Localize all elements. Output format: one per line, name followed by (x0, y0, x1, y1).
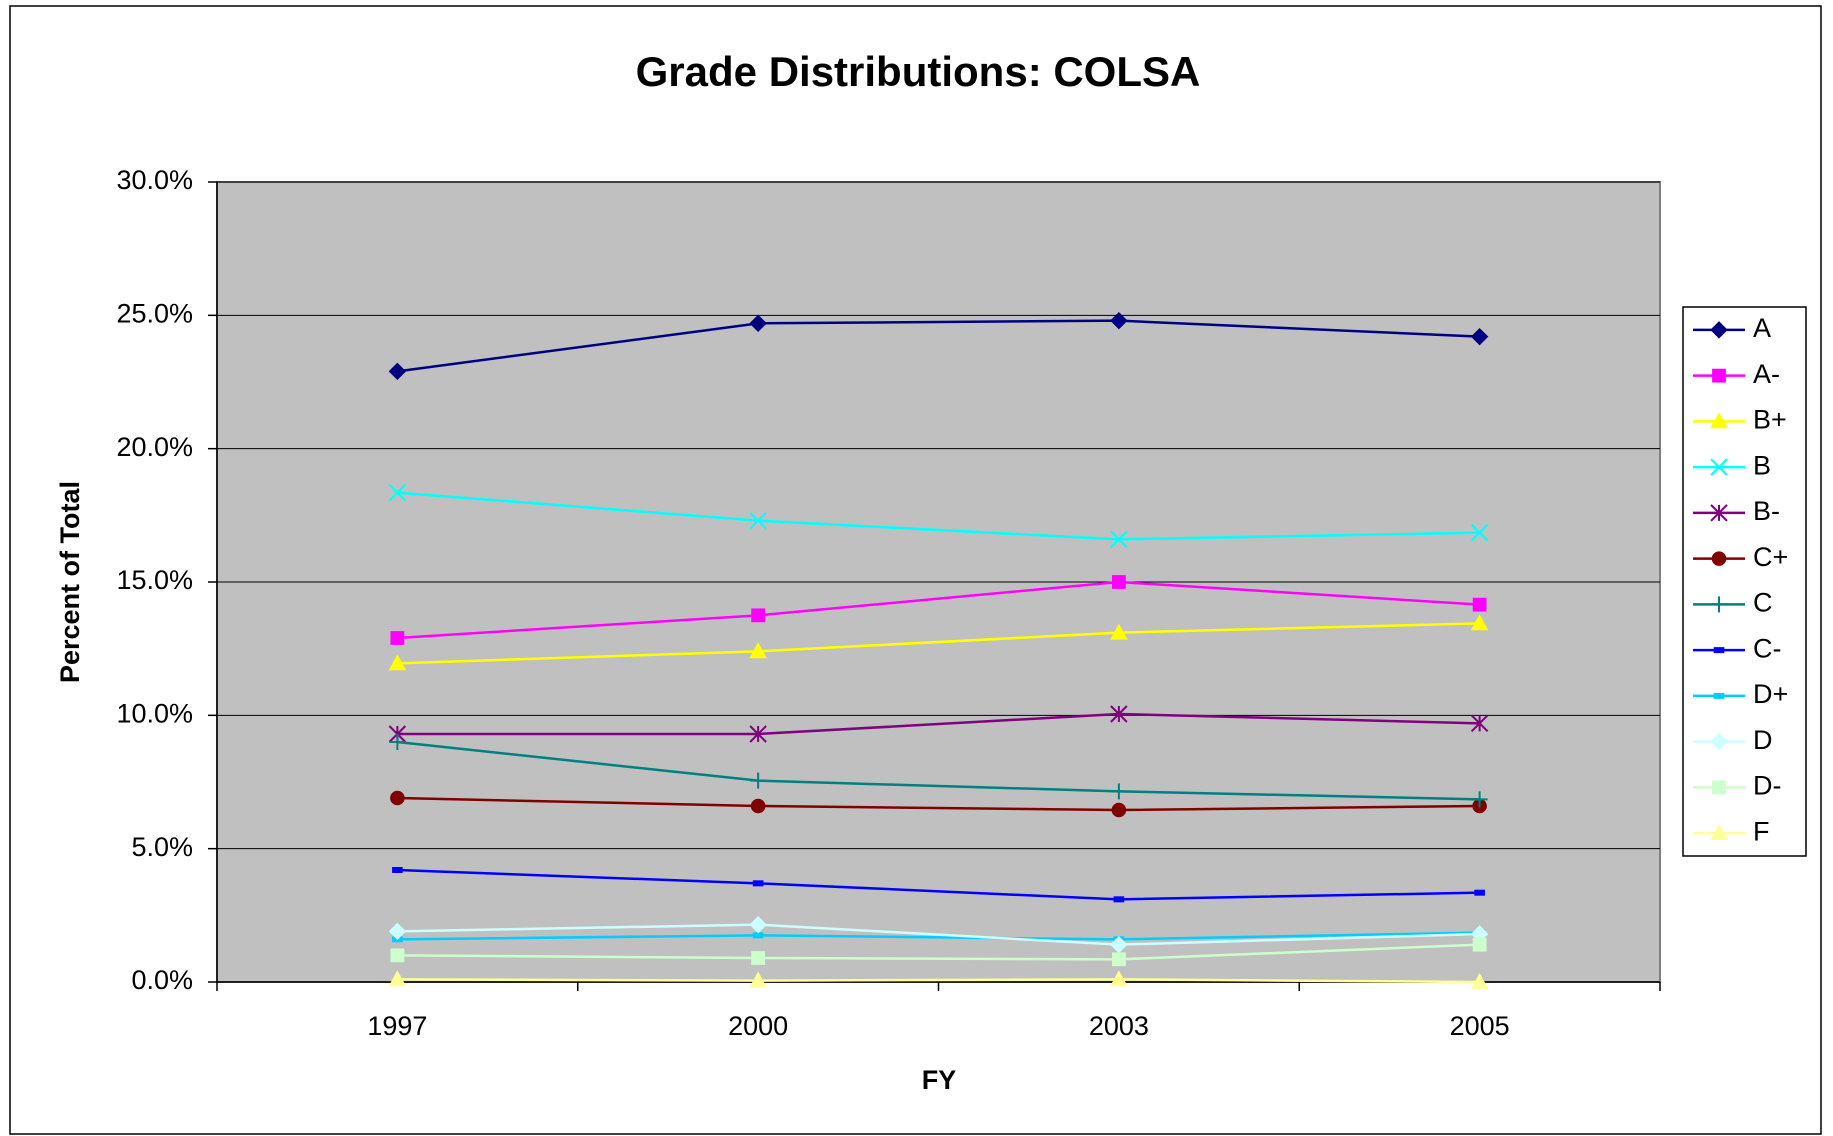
data-point (1470, 972, 1489, 989)
legend-marker (1710, 732, 1728, 751)
series-line (397, 712, 1480, 736)
data-point (749, 511, 767, 530)
series-line (397, 868, 1480, 901)
legend-box (1682, 306, 1807, 857)
series-line (397, 796, 1480, 812)
x-axis-label: FY (922, 1065, 957, 1095)
legend-label: A- (1753, 359, 1780, 389)
y-tick-label: 5.0% (131, 832, 193, 862)
data-point (752, 932, 764, 939)
y-tick-label: 20.0% (116, 432, 193, 462)
series-line (397, 580, 1480, 640)
data-point (1111, 952, 1126, 967)
legend-label: A (1753, 313, 1771, 343)
legend-marker (1710, 824, 1728, 841)
data-point (1110, 705, 1128, 723)
data-point (390, 948, 405, 963)
data-point (749, 915, 767, 934)
data-point (1474, 889, 1485, 896)
legend-label: D+ (1753, 679, 1788, 709)
data-point (1472, 597, 1487, 612)
x-tick-label: 2003 (1089, 1011, 1149, 1041)
chart-title: Grade Distributions: COLSA (636, 48, 1201, 95)
series-line (397, 923, 1480, 946)
data-point (1110, 311, 1128, 330)
y-tick-label: 25.0% (116, 298, 193, 328)
y-tick-label: 30.0% (116, 165, 193, 195)
data-point (751, 608, 766, 623)
data-point (392, 867, 403, 873)
legend-label: B- (1753, 496, 1780, 526)
legend-marker (1712, 368, 1726, 383)
data-point (749, 642, 767, 659)
data-point (1471, 791, 1488, 808)
data-point (389, 734, 406, 750)
legend-label: C+ (1753, 542, 1788, 572)
y-tick-label: 15.0% (116, 565, 193, 595)
series-line (397, 943, 1480, 961)
data-point (1470, 714, 1489, 733)
legend-label: B+ (1753, 405, 1787, 435)
data-point (752, 880, 764, 887)
data-point (1470, 327, 1489, 346)
data-point (749, 314, 767, 333)
series-line (397, 622, 1480, 665)
data-point (751, 951, 766, 965)
data-point (388, 922, 407, 941)
data-point (388, 362, 407, 381)
data-point (388, 483, 407, 502)
legend-marker (1713, 647, 1725, 654)
series-line (397, 978, 1480, 984)
data-point (1111, 802, 1127, 818)
data-point (1470, 614, 1489, 631)
data-point (1110, 623, 1128, 640)
data-point (1470, 523, 1489, 542)
data-point (390, 631, 405, 645)
legend-marker (1710, 321, 1728, 339)
data-point (1113, 896, 1125, 903)
legend-marker (1713, 692, 1725, 699)
legend-label: B (1753, 450, 1771, 480)
legend-marker (1712, 780, 1726, 795)
legend-label: D- (1753, 771, 1782, 801)
series-line (397, 491, 1480, 541)
legend-label: D (1753, 725, 1773, 755)
data-point (1110, 783, 1127, 800)
series-line (397, 931, 1480, 941)
y-axis-label: Percent of Total (55, 481, 85, 683)
data-point (1111, 575, 1126, 589)
data-point (749, 971, 767, 988)
data-point (390, 790, 405, 806)
data-point (1110, 970, 1128, 987)
legend-marker (1711, 596, 1727, 613)
series-line (397, 740, 1480, 801)
x-tick-label: 1997 (367, 1011, 427, 1041)
data-point (388, 654, 407, 671)
series-line (397, 319, 1480, 373)
legend-marker (1710, 458, 1728, 476)
legend-marker (1710, 412, 1728, 429)
x-tick-label: 2005 (1450, 1011, 1510, 1041)
x-tick-label: 2000 (728, 1011, 788, 1041)
y-tick-label: 10.0% (116, 698, 193, 728)
data-point (1472, 937, 1487, 952)
data-point (388, 970, 407, 987)
legend-label: F (1753, 816, 1770, 846)
data-point (749, 725, 767, 743)
data-point (1110, 530, 1128, 549)
legend-marker (1711, 551, 1727, 566)
legend-marker (1710, 504, 1728, 522)
legend-label: C- (1753, 633, 1782, 663)
legend-label: C (1753, 588, 1773, 618)
data-point (750, 798, 766, 814)
y-tick-label: 0.0% (131, 965, 193, 995)
data-point (750, 772, 767, 789)
